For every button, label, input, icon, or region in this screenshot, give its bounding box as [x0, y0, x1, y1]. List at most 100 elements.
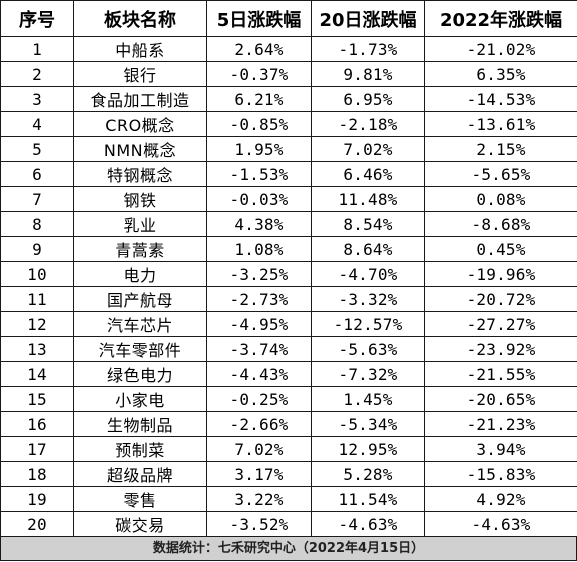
cell-sector-name: 生物制品 — [73, 411, 207, 437]
cell-index: 10 — [0, 261, 74, 287]
table-row: 9 青蒿素 1.08% 8.64% 0.45% — [0, 236, 577, 262]
cell-index: 8 — [0, 211, 74, 237]
cell-2022-change: -5.65% — [424, 161, 577, 187]
cell-sector-name: 国产航母 — [73, 286, 207, 312]
table-body: 1 中船系 2.64% -1.73% -21.02% 2 银行 -0.37% 9.81% 6.35… — [0, 36, 577, 537]
cell-2022-change: 2.15% — [424, 136, 577, 162]
cell-sector-name: 乳业 — [73, 211, 207, 237]
cell-20day-change: -12.57% — [311, 311, 425, 337]
cell-20day-change: 5.28% — [311, 461, 425, 487]
cell-5day-change: -1.53% — [206, 161, 312, 187]
cell-2022-change: -15.83% — [424, 461, 577, 487]
cell-2022-change: -21.23% — [424, 411, 577, 437]
table-row: 10 电力 -3.25% -4.70% -19.96% — [0, 261, 577, 287]
cell-sector-name: 青蒿素 — [73, 236, 207, 262]
cell-20day-change: 8.64% — [311, 236, 425, 262]
cell-index: 4 — [0, 111, 74, 137]
cell-5day-change: -4.43% — [206, 361, 312, 387]
header-2022-change: 2022年涨跌幅 — [424, 0, 577, 37]
cell-20day-change: 11.48% — [311, 186, 425, 212]
cell-index: 16 — [0, 411, 74, 437]
cell-index: 14 — [0, 361, 74, 387]
cell-sector-name: CRO概念 — [73, 111, 207, 137]
cell-5day-change: -2.66% — [206, 411, 312, 437]
cell-2022-change: 6.35% — [424, 61, 577, 87]
cell-index: 15 — [0, 386, 74, 412]
cell-20day-change: 6.46% — [311, 161, 425, 187]
table-row: 12 汽车芯片 -4.95% -12.57% -27.27% — [0, 311, 577, 337]
cell-20day-change: -2.18% — [311, 111, 425, 137]
cell-sector-name: 银行 — [73, 61, 207, 87]
cell-20day-change: 6.95% — [311, 86, 425, 112]
source-footer: 数据统计：七禾研究中心（2022年4月15日） — [0, 537, 577, 561]
cell-20day-change: -4.63% — [311, 511, 425, 537]
table-row: 5 NMN概念 1.95% 7.02% 2.15% — [0, 136, 577, 162]
cell-index: 11 — [0, 286, 74, 312]
cell-20day-change: -1.73% — [311, 36, 425, 62]
cell-2022-change: 0.45% — [424, 236, 577, 262]
header-index: 序号 — [0, 0, 74, 37]
cell-5day-change: 6.21% — [206, 86, 312, 112]
cell-sector-name: 特钢概念 — [73, 161, 207, 187]
cell-5day-change: -0.37% — [206, 61, 312, 87]
cell-20day-change: 11.54% — [311, 486, 425, 512]
cell-20day-change: 9.81% — [311, 61, 425, 87]
cell-2022-change: -4.63% — [424, 511, 577, 537]
cell-2022-change: -23.92% — [424, 336, 577, 362]
cell-2022-change: -27.27% — [424, 311, 577, 337]
cell-2022-change: -21.02% — [424, 36, 577, 62]
cell-index: 17 — [0, 436, 74, 462]
cell-5day-change: -3.52% — [206, 511, 312, 537]
header-sector-name: 板块名称 — [73, 0, 207, 37]
cell-2022-change: 4.92% — [424, 486, 577, 512]
cell-20day-change: -7.32% — [311, 361, 425, 387]
table-row: 11 国产航母 -2.73% -3.32% -20.72% — [0, 286, 577, 312]
cell-index: 5 — [0, 136, 74, 162]
cell-5day-change: -4.95% — [206, 311, 312, 337]
cell-sector-name: 汽车零部件 — [73, 336, 207, 362]
cell-sector-name: 预制菜 — [73, 436, 207, 462]
table-row: 15 小家电 -0.25% 1.45% -20.65% — [0, 386, 577, 412]
cell-5day-change: 2.64% — [206, 36, 312, 62]
cell-index: 9 — [0, 236, 74, 262]
cell-sector-name: NMN概念 — [73, 136, 207, 162]
cell-20day-change: 7.02% — [311, 136, 425, 162]
cell-sector-name: 食品加工制造 — [73, 86, 207, 112]
cell-5day-change: -3.74% — [206, 336, 312, 362]
cell-5day-change: 3.17% — [206, 461, 312, 487]
cell-2022-change: -13.61% — [424, 111, 577, 137]
cell-5day-change: -0.85% — [206, 111, 312, 137]
sector-performance-table: 序号 板块名称 5日涨跌幅 20日涨跌幅 2022年涨跌幅 1 中船系 2.64% -… — [0, 0, 577, 537]
cell-index: 7 — [0, 186, 74, 212]
header-5day-change: 5日涨跌幅 — [206, 0, 312, 37]
cell-5day-change: -2.73% — [206, 286, 312, 312]
cell-5day-change: 7.02% — [206, 436, 312, 462]
cell-index: 20 — [0, 511, 74, 537]
cell-index: 12 — [0, 311, 74, 337]
table-row: 8 乳业 4.38% 8.54% -8.68% — [0, 211, 577, 237]
cell-20day-change: -5.63% — [311, 336, 425, 362]
cell-20day-change: -4.70% — [311, 261, 425, 287]
table-row: 13 汽车零部件 -3.74% -5.63% -23.92% — [0, 336, 577, 362]
cell-sector-name: 超级品牌 — [73, 461, 207, 487]
cell-2022-change: -19.96% — [424, 261, 577, 287]
table-row: 7 钢铁 -0.03% 11.48% 0.08% — [0, 186, 577, 212]
header-row: 序号 板块名称 5日涨跌幅 20日涨跌幅 2022年涨跌幅 — [0, 0, 577, 37]
cell-sector-name: 中船系 — [73, 36, 207, 62]
cell-20day-change: 8.54% — [311, 211, 425, 237]
table-row: 14 绿色电力 -4.43% -7.32% -21.55% — [0, 361, 577, 387]
cell-5day-change: 1.08% — [206, 236, 312, 262]
cell-2022-change: -8.68% — [424, 211, 577, 237]
cell-20day-change: -5.34% — [311, 411, 425, 437]
header-20day-change: 20日涨跌幅 — [311, 0, 425, 37]
table-row: 6 特钢概念 -1.53% 6.46% -5.65% — [0, 161, 577, 187]
cell-sector-name: 零售 — [73, 486, 207, 512]
table-row: 4 CRO概念 -0.85% -2.18% -13.61% — [0, 111, 577, 137]
cell-20day-change: 12.95% — [311, 436, 425, 462]
cell-sector-name: 绿色电力 — [73, 361, 207, 387]
cell-index: 6 — [0, 161, 74, 187]
cell-sector-name: 电力 — [73, 261, 207, 287]
cell-index: 13 — [0, 336, 74, 362]
cell-sector-name: 汽车芯片 — [73, 311, 207, 337]
